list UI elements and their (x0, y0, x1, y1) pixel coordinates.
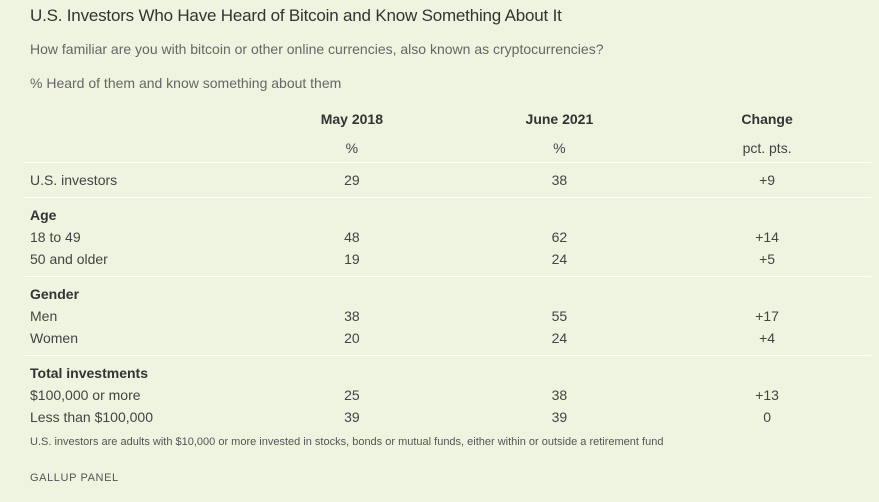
table-cell: 55 (551, 308, 568, 324)
chart-subtitle: How familiar are you with bitcoin or oth… (30, 41, 604, 57)
unit-note: % Heard of them and know something about… (30, 75, 342, 91)
table-cell: +13 (755, 387, 779, 403)
table-cell: +17 (755, 308, 779, 324)
table-cell: +9 (759, 172, 776, 188)
table-cell: 29 (344, 172, 360, 188)
row-divider (24, 276, 871, 277)
table-cell: 0 (763, 409, 771, 425)
table-cell: 25 (344, 387, 360, 403)
header-cell (24, 104, 248, 134)
table-cell: 39 (551, 409, 568, 425)
table-row: Women 20 24 +4 (24, 327, 871, 349)
table-row: 18 to 49 48 62 +14 (24, 226, 871, 248)
table-cell: 38 (551, 387, 568, 403)
row-label: $100,000 or more (30, 387, 141, 403)
chart-title: U.S. Investors Who Have Heard of Bitcoin… (30, 6, 562, 25)
header-cell: May 2018 (320, 111, 383, 127)
table-cell: +14 (755, 229, 779, 245)
unit-cell: pct. pts. (663, 134, 871, 163)
row-label: Women (30, 330, 78, 346)
table-cell: 20 (344, 330, 360, 346)
table-cell: 48 (344, 229, 360, 245)
group-row: Total investments (24, 362, 871, 384)
table-row: Less than $100,000 39 39 0 (24, 406, 871, 428)
table-cell: 62 (551, 229, 568, 245)
table-row: Men 38 55 +17 (24, 305, 871, 327)
row-divider (24, 197, 871, 198)
table-cell: 38 (551, 172, 568, 188)
table-cell: 24 (551, 251, 568, 267)
table-cell: 24 (551, 330, 568, 346)
row-divider (24, 355, 871, 356)
data-table: May 2018 June 2021 Change % % pct. pts. … (24, 104, 871, 428)
table-cell: 38 (344, 308, 360, 324)
unit-row: % % pct. pts. (24, 134, 871, 163)
row-label: Less than $100,000 (30, 409, 153, 425)
row-label: U.S. investors (30, 172, 118, 188)
header-cell: June 2021 (525, 111, 594, 127)
group-row: Gender (24, 283, 871, 305)
group-label: Total investments (30, 365, 148, 381)
row-label: Men (30, 308, 58, 324)
table-cell: +5 (759, 251, 776, 267)
table-cell: 39 (344, 409, 360, 425)
unit-cell: % (248, 134, 456, 163)
table-row: U.S. investors 29 38 +9 (24, 169, 871, 191)
header-row: May 2018 June 2021 Change (24, 104, 871, 134)
table-cell: 19 (344, 251, 360, 267)
group-label: Gender (30, 286, 80, 302)
group-row: Age (24, 204, 871, 226)
footnote: U.S. investors are adults with $10,000 o… (30, 436, 664, 448)
row-label: 50 and older (30, 251, 108, 267)
group-label: Age (30, 207, 57, 223)
unit-cell: % (455, 134, 664, 163)
header-cell: Change (741, 111, 793, 127)
table-row: $100,000 or more 25 38 +13 (24, 384, 871, 406)
unit-cell (24, 134, 249, 163)
row-label: 18 to 49 (30, 229, 81, 245)
table-cell: +4 (759, 330, 776, 346)
table-row: 50 and older 19 24 +5 (24, 248, 871, 270)
source-label: GALLUP PANEL (30, 472, 119, 484)
